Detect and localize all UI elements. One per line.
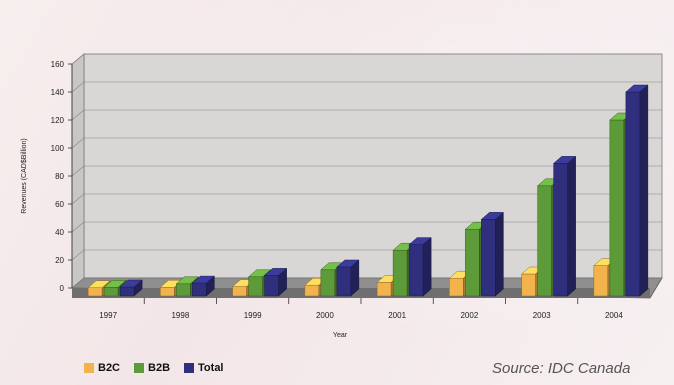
x-tick-label-1997: 1997 (99, 311, 117, 320)
legend-item-b2c: B2C (84, 362, 120, 374)
gridline-side (71, 137, 85, 149)
y-tick-label: 20 (55, 256, 64, 265)
bar-b2c-2002 (449, 277, 464, 297)
bar-b2c-2003 (521, 273, 536, 297)
bar-total-1997 (119, 286, 135, 297)
bar-total-2001 (408, 244, 424, 297)
bar-total-2003 (553, 163, 568, 297)
y-tick-label: 0 (60, 284, 65, 293)
bar-side-total-2000 (350, 259, 360, 297)
gridline-side (71, 109, 85, 121)
y-tick-label: 100 (51, 144, 65, 153)
bar-b2c-2000 (304, 284, 320, 297)
bar-b2b-1998 (176, 283, 191, 297)
bar-total-2000 (336, 266, 352, 297)
bar-b2b-2002 (465, 228, 480, 297)
bar-total-1998 (192, 282, 207, 297)
legend-swatch-total (184, 363, 195, 373)
gridline-side (71, 165, 85, 177)
legend-label-total: Total (198, 362, 224, 374)
gridline-side (71, 221, 85, 233)
legend-swatch-b2b (134, 363, 145, 373)
y-axis-label: Revenues (CAD$Billion) (21, 138, 28, 213)
bar-b2b-2004 (609, 119, 625, 297)
source-note: Source: IDC Canada (492, 360, 631, 377)
bar-side-total-1997 (133, 279, 143, 297)
legend: B2C B2B Total (84, 362, 224, 374)
legend-label-b2b: B2B (148, 362, 171, 374)
bar-side-total-1998 (206, 275, 215, 297)
x-tick-label-2004: 2004 (605, 311, 623, 320)
bar-side-total-2001 (422, 237, 432, 297)
legend-label-b2c: B2C (98, 362, 121, 374)
legend-item-total: Total (184, 362, 224, 374)
bar-b2b-1999 (248, 276, 263, 297)
x-axis-label: Year (333, 332, 348, 339)
bar-side-total-2002 (495, 211, 504, 297)
x-tick-label-2003: 2003 (533, 311, 551, 320)
x-tick-label-2001: 2001 (388, 311, 406, 320)
x-tick-label-2000: 2000 (316, 311, 334, 320)
y-tick-label: 40 (55, 228, 64, 237)
legend-swatch-b2c (84, 363, 94, 373)
gridline-side (71, 277, 85, 289)
bar-b2b-2003 (537, 185, 552, 297)
legend-item-b2b: B2B (134, 362, 170, 374)
gridline-side (71, 81, 85, 93)
bar-total-1999 (264, 275, 279, 297)
bar-side-total-2004 (639, 84, 649, 297)
y-tick-label: 140 (51, 88, 65, 97)
bar-b2b-2000 (320, 269, 336, 297)
y-tick-label: 60 (55, 200, 64, 209)
y-tick-label: 160 (51, 60, 65, 69)
plot-floor-front (72, 288, 650, 298)
bar-total-2004 (625, 91, 641, 297)
bar-side-total-1999 (278, 267, 287, 297)
gridline-side (71, 53, 85, 65)
gridline-side (71, 193, 85, 205)
bar-b2c-1999 (232, 286, 247, 297)
x-tick-label-1998: 1998 (171, 311, 189, 320)
bar-total-2002 (481, 219, 496, 297)
y-tick-label: 80 (55, 172, 64, 181)
bar-b2b-2001 (392, 249, 408, 297)
x-tick-label-1999: 1999 (244, 311, 262, 320)
x-tick-label-2002: 2002 (460, 311, 478, 320)
bar-b2c-2001 (376, 282, 392, 297)
bar-b2b-1997 (103, 287, 119, 297)
bar-b2c-1998 (160, 287, 175, 297)
gridline-side (71, 249, 85, 261)
bar-b2c-1997 (87, 287, 103, 297)
bar-side-total-2003 (567, 155, 576, 297)
bar-b2c-2004 (593, 265, 609, 297)
y-tick-label: 120 (51, 116, 65, 125)
